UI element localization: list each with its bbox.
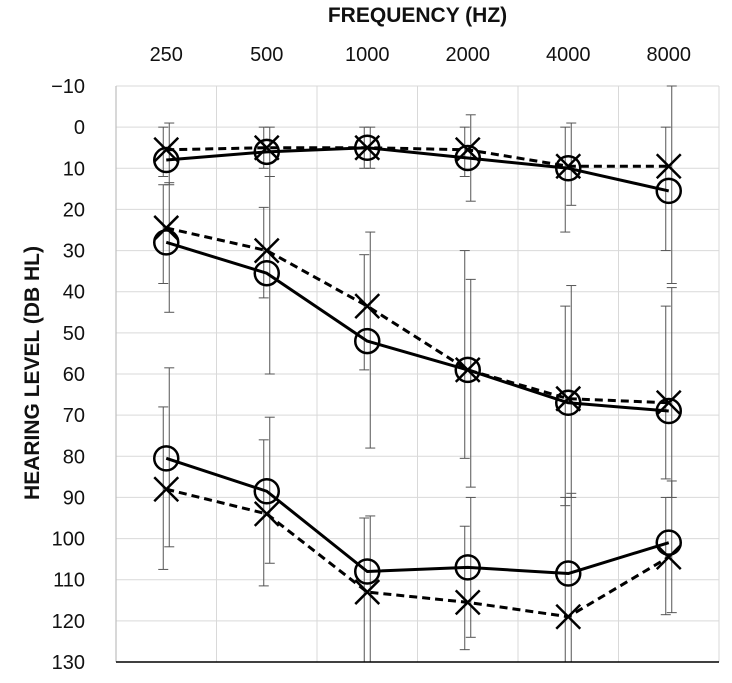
plot-frame bbox=[115, 86, 719, 663]
y-tick-label-14: 130 bbox=[52, 652, 85, 674]
circle-marker-s2-p2 bbox=[354, 327, 381, 355]
x-marker-s1-p4 bbox=[555, 153, 582, 180]
x-marker-stroke-b bbox=[555, 603, 582, 630]
circle-marker-s0-p2 bbox=[354, 134, 381, 161]
y-tick-label-11: 100 bbox=[52, 529, 85, 551]
x-marker-stroke-b bbox=[354, 134, 381, 161]
series-line-4 bbox=[165, 456, 670, 576]
y-tick-label-7: 60 bbox=[63, 364, 85, 386]
x-marker-s1-p0 bbox=[153, 136, 180, 163]
series-line-3 bbox=[165, 226, 669, 405]
circle-marker-s0-p1 bbox=[253, 138, 280, 166]
y-tick-label-8: 70 bbox=[63, 405, 85, 427]
y-tick-label-3: 20 bbox=[63, 199, 85, 221]
x-marker-stroke-b bbox=[354, 579, 381, 605]
x-marker-stroke-b bbox=[153, 136, 180, 163]
x-marker-s3-p2 bbox=[354, 293, 381, 319]
x-marker-stroke-b bbox=[354, 293, 381, 319]
x-marker-stroke-b bbox=[555, 153, 582, 180]
circle-marker-s0-p4 bbox=[555, 155, 582, 182]
x-marker-s5-p5 bbox=[655, 544, 682, 570]
x-marker-s1-p2 bbox=[354, 134, 381, 161]
x-marker-s3-p5 bbox=[655, 389, 682, 416]
series-line-1 bbox=[166, 146, 669, 168]
x-marker-s1-p1 bbox=[253, 134, 280, 161]
y-tick-labels: −10 0 10 20 30 40 50 60 70 80 90 100 110 120 130 bbox=[51, 76, 85, 674]
x-marker-s3-p3 bbox=[454, 357, 481, 383]
circle-marker-s2-p0 bbox=[153, 229, 180, 256]
y-tick-label-5: 40 bbox=[63, 282, 85, 304]
x-marker-s1-p5 bbox=[655, 153, 682, 180]
circle-marker-s0-p0 bbox=[153, 146, 180, 174]
x-marker-stroke-b bbox=[454, 136, 481, 163]
series-line-0 bbox=[166, 146, 670, 193]
x-marker-stroke-b bbox=[454, 589, 481, 616]
gridlines bbox=[116, 85, 720, 662]
x-marker-stroke-b bbox=[253, 134, 280, 161]
x-marker-s3-p0 bbox=[153, 215, 180, 241]
circle-marker-s0-p5 bbox=[655, 177, 682, 205]
y-tick-label-13: 120 bbox=[52, 611, 85, 633]
x-marker-s1-p3 bbox=[454, 136, 481, 163]
circle-marker-s4-p5 bbox=[655, 529, 682, 556]
x-tick-labels: 250 500 1000 2000 4000 8000 bbox=[150, 44, 691, 66]
circle-marker-s2-p5 bbox=[655, 397, 682, 425]
x-marker-s5-p3 bbox=[454, 589, 481, 616]
x-tick-label-5: 8000 bbox=[647, 44, 692, 66]
y-tick-label-9: 80 bbox=[63, 446, 85, 468]
x-tick-label-2: 1000 bbox=[345, 44, 390, 66]
y-tick-label-10: 90 bbox=[63, 487, 85, 509]
x-marker-s5-p4 bbox=[555, 603, 582, 630]
x-marker-s5-p2 bbox=[354, 579, 381, 605]
y-tick-label-2: 10 bbox=[63, 158, 85, 180]
x-marker-stroke-b bbox=[555, 385, 582, 412]
x-tick-label-4: 4000 bbox=[546, 44, 591, 66]
y-tick-label-0: −10 bbox=[51, 76, 85, 98]
x-marker-stroke-b bbox=[153, 476, 180, 503]
series-lines bbox=[165, 146, 670, 619]
circle-marker-s4-p3 bbox=[454, 554, 481, 581]
circle-marker-s2-p4 bbox=[555, 389, 582, 417]
circle-marker-s0-p3 bbox=[454, 144, 481, 172]
circle-marker-s2-p1 bbox=[253, 259, 280, 287]
circle-marker-s4-p4 bbox=[555, 560, 582, 587]
y-tick-label-4: 30 bbox=[63, 241, 85, 263]
x-tick-label-3: 2000 bbox=[446, 44, 491, 66]
x-marker-stroke-b bbox=[253, 237, 280, 264]
x-marker-stroke-b bbox=[153, 215, 180, 241]
circle-marker-s4-p1 bbox=[253, 478, 280, 505]
x-marker-stroke-b bbox=[655, 389, 682, 416]
x-tick-label-0: 250 bbox=[150, 44, 183, 66]
x-tick-label-1: 500 bbox=[250, 44, 283, 66]
x-marker-stroke-b bbox=[655, 544, 682, 570]
x-marker-s5-p1 bbox=[253, 501, 280, 527]
x-marker-stroke-b bbox=[253, 501, 280, 527]
y-tick-label-6: 50 bbox=[63, 323, 85, 345]
series-markers bbox=[153, 134, 682, 630]
x-marker-s3-p1 bbox=[253, 237, 280, 264]
x-marker-s5-p0 bbox=[153, 476, 180, 503]
circle-marker-s4-p0 bbox=[153, 445, 180, 472]
y-tick-label-12: 110 bbox=[53, 570, 85, 592]
x-marker-stroke-b bbox=[655, 153, 682, 180]
series-line-2 bbox=[165, 240, 669, 413]
x-axis-title: FREQUENCY (HZ) bbox=[327, 4, 508, 27]
y-tick-label-1: 0 bbox=[74, 117, 85, 139]
y-axis-title: HEARING LEVEL (DB HL) bbox=[21, 246, 44, 500]
circle-marker-s4-p2 bbox=[354, 558, 381, 585]
x-marker-stroke-b bbox=[454, 357, 481, 383]
x-marker-s3-p4 bbox=[555, 385, 582, 412]
circle-marker-s2-p3 bbox=[454, 356, 481, 384]
